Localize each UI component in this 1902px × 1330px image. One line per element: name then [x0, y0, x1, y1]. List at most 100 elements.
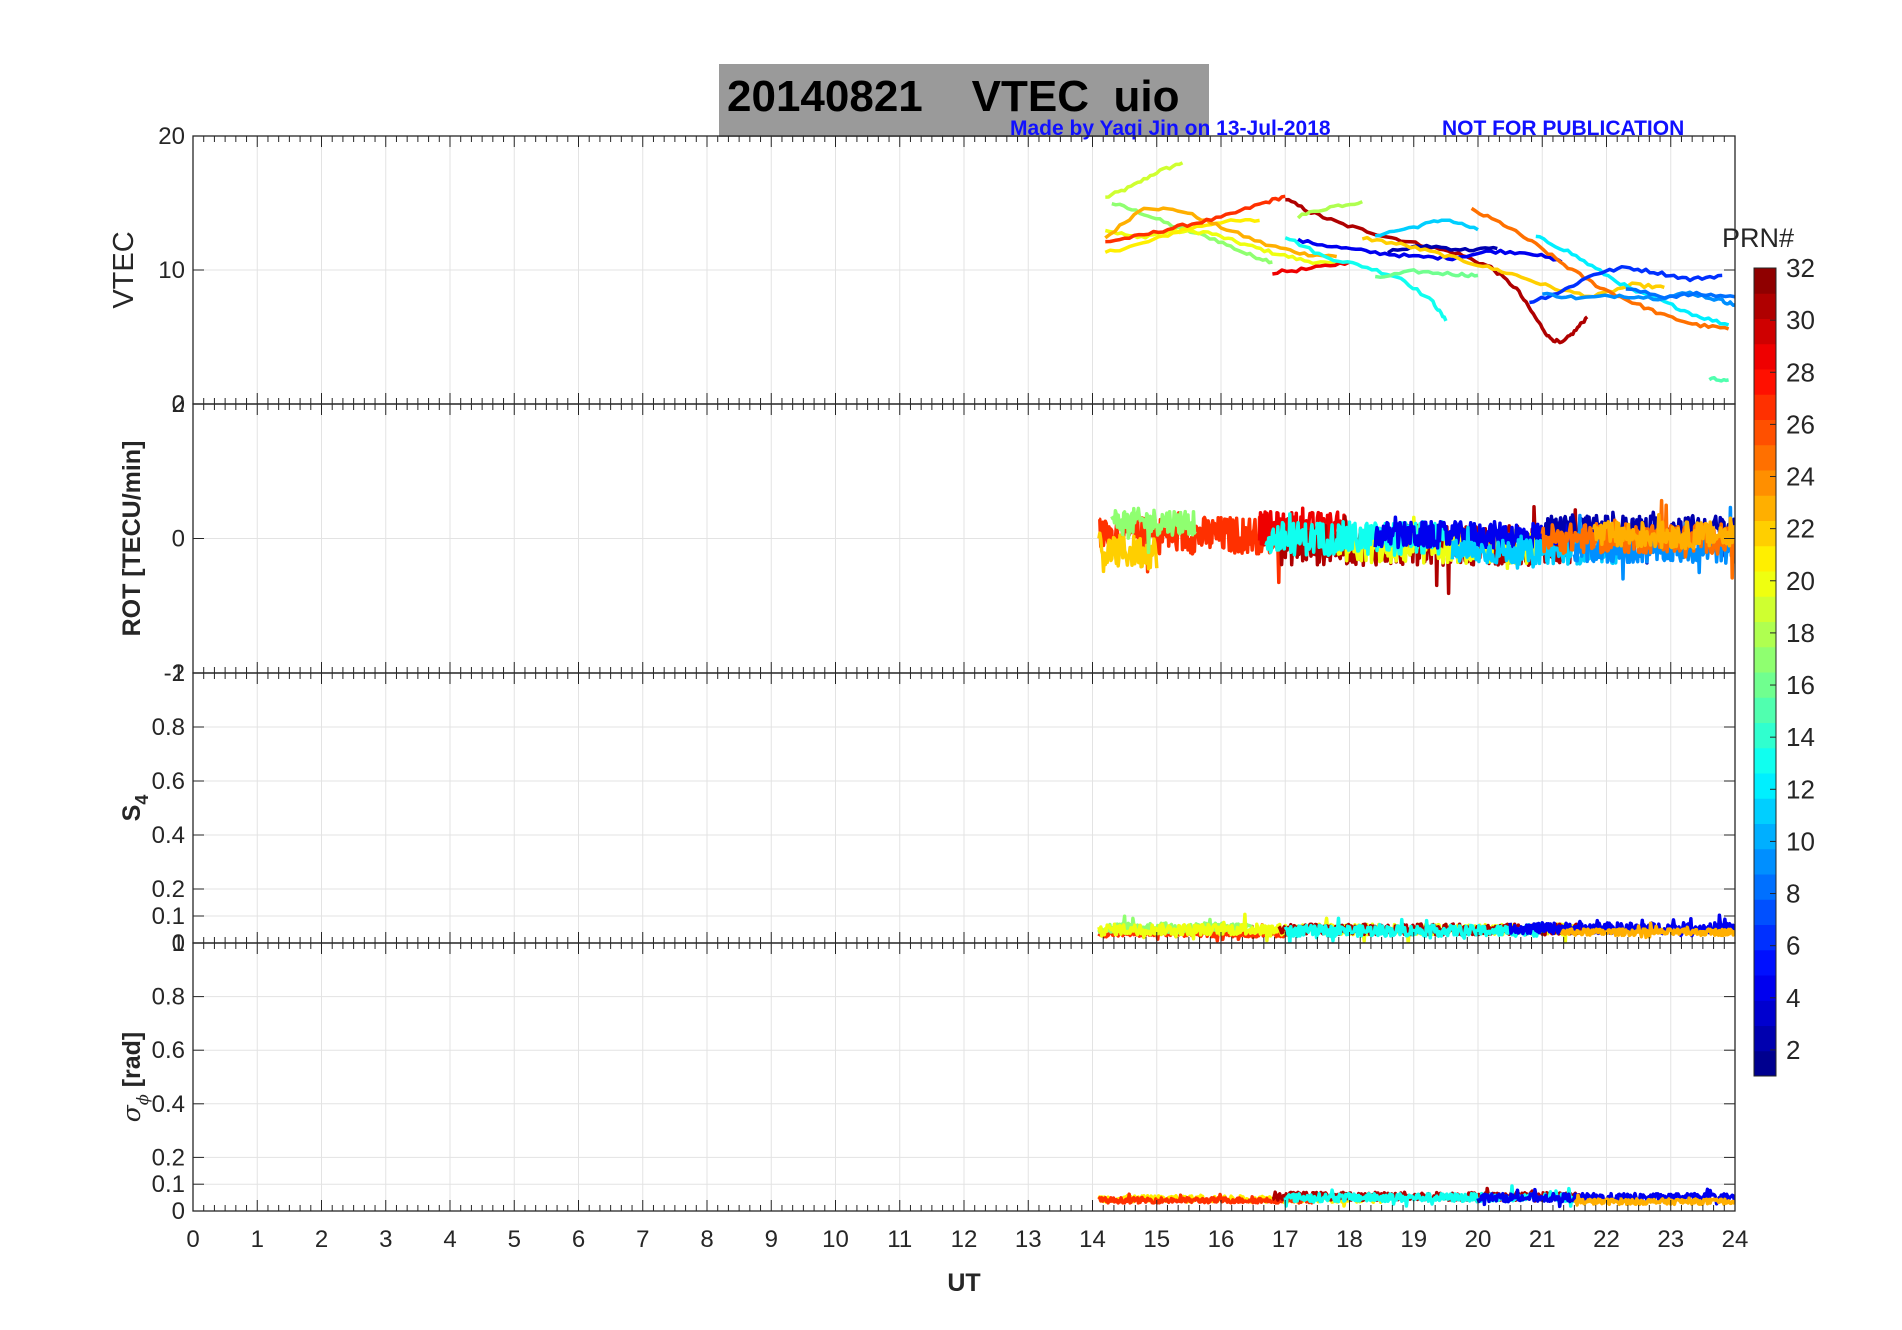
- colorbar-tick-label: 2: [1786, 1035, 1800, 1065]
- colorbar-segment: [1754, 343, 1776, 370]
- colorbar-tick-label: 4: [1786, 983, 1800, 1013]
- colorbar-segment: [1754, 545, 1776, 572]
- colorbar-segment: [1754, 773, 1776, 799]
- colorbar-tick-label: 20: [1786, 566, 1815, 596]
- colorbar-segment: [1754, 823, 1776, 850]
- x-tick-label: 20: [1465, 1226, 1492, 1253]
- series-prn-18: [1296, 200, 1363, 220]
- colorbar-segment: [1754, 268, 1776, 294]
- series-prn-4: [1297, 237, 1563, 264]
- x-tick-label: 14: [1079, 1226, 1106, 1253]
- colorbar-segment: [1754, 394, 1776, 420]
- x-tick-label: 0: [186, 1226, 199, 1253]
- colorbar-segment: [1754, 1000, 1776, 1026]
- series-prn-23: [1573, 1193, 1735, 1207]
- colorbar-segment: [1754, 747, 1776, 774]
- y-tick-label: 0.2: [152, 1144, 185, 1171]
- colorbar-segment: [1754, 949, 1776, 976]
- panel-s4: 00.10.2 0.4 0.6 0.8 1 S4: [118, 660, 1736, 957]
- y-tick-label: 0.2: [152, 876, 185, 903]
- y-tick-label: 1: [172, 930, 185, 957]
- series-prn-13: [1283, 916, 1545, 943]
- y-tick-label: 1: [172, 660, 185, 687]
- colorbar-segment: [1754, 1025, 1776, 1052]
- colorbar-segment: [1754, 975, 1776, 1001]
- series-prn-23: [1591, 513, 1735, 551]
- credit-author: Made by Yaqi Jin on 13-Jul-2018: [1010, 117, 1331, 140]
- x-tick-label: 21: [1529, 1226, 1556, 1253]
- colorbar-title: PRN#: [1722, 223, 1794, 253]
- x-tick-label: 18: [1336, 1226, 1363, 1253]
- colorbar-tick-label: 26: [1786, 409, 1815, 439]
- y-tick-label: 0.4: [152, 1091, 185, 1118]
- title-box: [719, 64, 1209, 137]
- y-tick-label: 0.8: [152, 984, 185, 1011]
- y-axis-label: σϕ [rad]: [117, 1032, 152, 1122]
- colorbar-tick-label: 32: [1786, 253, 1815, 283]
- colorbar-segment: [1754, 495, 1776, 521]
- series-prn-16: [1374, 268, 1479, 279]
- colorbar-segment: [1754, 369, 1776, 395]
- series-prn-29: [1272, 260, 1351, 276]
- colorbar-segment: [1754, 798, 1776, 824]
- series-prn-2: [1387, 243, 1498, 255]
- series-group: [1097, 498, 1735, 596]
- y-tick-label: 0.6: [152, 768, 185, 795]
- y-axis-label: S4: [118, 795, 152, 822]
- series-prn-8: [1625, 287, 1735, 300]
- colorbar-tick-label: 16: [1786, 670, 1815, 700]
- colorbar-segment: [1754, 621, 1776, 648]
- x-tick-label: 13: [1015, 1226, 1042, 1253]
- y-tick-label: 0: [172, 930, 185, 957]
- x-tick-label: 3: [379, 1226, 392, 1253]
- colorbar-segment: [1754, 419, 1776, 446]
- series-group: [1097, 912, 1735, 943]
- series-prn-12: [1535, 234, 1730, 327]
- x-tick-label: 11: [887, 1226, 912, 1253]
- series-prn-21: [1104, 217, 1260, 254]
- x-tick-label: 4: [443, 1226, 456, 1253]
- colorbar-segment: [1754, 1050, 1776, 1077]
- series-prn-13: [1284, 236, 1448, 322]
- y-tick-label: 0.8: [152, 714, 185, 741]
- series-prn-19: [1105, 161, 1184, 199]
- y-tick-label: 0.1: [152, 903, 185, 930]
- series-prn-6: [1529, 264, 1723, 305]
- series-prn-25: [1470, 206, 1730, 331]
- colorbar-segment: [1754, 899, 1776, 925]
- series-prn-4: [1373, 515, 1570, 550]
- series-prn-9: [1542, 290, 1735, 308]
- series-prn-20: [1104, 228, 1338, 267]
- panel-vtec: 0 10 20 VTEC: [108, 123, 1736, 418]
- colorbar-tick-label: 28: [1786, 357, 1815, 387]
- y-tick-label: 0.6: [152, 1037, 185, 1064]
- series-prn-23: [1559, 921, 1735, 940]
- colorbar-segment: [1754, 722, 1776, 749]
- x-tick-label: 16: [1208, 1226, 1235, 1253]
- colorbar-segment: [1754, 293, 1776, 319]
- credit-notice: NOT FOR PUBLICATION: [1442, 117, 1685, 140]
- x-tick-label: 23: [1657, 1226, 1684, 1253]
- x-tick-label: 5: [508, 1226, 521, 1253]
- y-tick-label: 0: [172, 1198, 185, 1225]
- colorbar-segment: [1754, 646, 1776, 673]
- colorbar-segment: [1754, 470, 1776, 496]
- series-group: [1097, 1184, 1735, 1209]
- colorbar-segment: [1754, 672, 1776, 698]
- colorbar-tick-label: 8: [1786, 879, 1800, 909]
- colorbar-tick-label: 22: [1786, 514, 1815, 544]
- series-prn-23: [1104, 206, 1338, 259]
- y-axis-label: VTEC: [108, 231, 140, 308]
- colorbar-tick-label: 24: [1786, 462, 1815, 492]
- colorbar-segment: [1754, 848, 1776, 875]
- colorbar-tick-label: 12: [1786, 774, 1815, 804]
- colorbar-segment: [1754, 874, 1776, 900]
- x-tick-label: 1: [251, 1226, 264, 1253]
- colorbar-segment: [1754, 520, 1776, 547]
- y-tick-label: -2: [164, 660, 185, 687]
- x-tick-label: 9: [765, 1226, 778, 1253]
- series-prn-22: [1361, 235, 1665, 299]
